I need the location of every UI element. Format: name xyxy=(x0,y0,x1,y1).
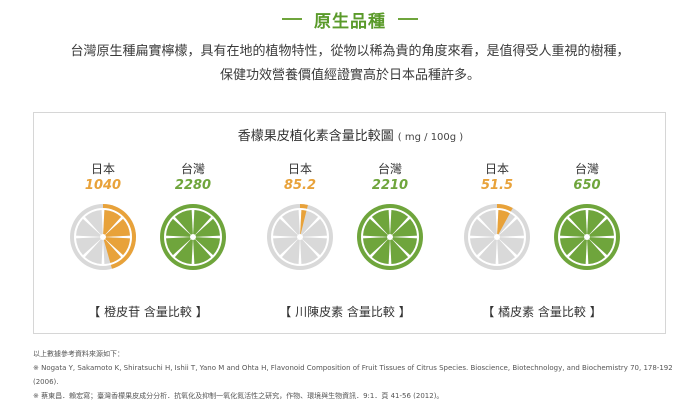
lemon-segment xyxy=(281,210,300,237)
lemon-segment xyxy=(478,237,497,264)
value-label: 85.2 xyxy=(283,178,317,193)
country-label: 日本 xyxy=(484,162,509,176)
lemon-segment-filled xyxy=(166,237,193,256)
lemon-segment-filled xyxy=(363,237,390,256)
lemon-segment-filled xyxy=(497,210,510,237)
lemon-segment xyxy=(84,237,103,264)
intro-line-1: 台灣原生種扁實檸檬，具有在地的植物特性，從物以稀為貴的角度來看，是值得受人重視的… xyxy=(70,44,630,59)
lemon-segment-filled xyxy=(587,237,606,264)
lemon-segment xyxy=(76,237,103,256)
lemon-segment xyxy=(300,237,327,256)
lemon-segment xyxy=(281,237,300,264)
lemon-center xyxy=(100,234,106,240)
lemon-slice-pie xyxy=(357,204,423,270)
lemon-segment-filled xyxy=(371,237,390,264)
lemon-center xyxy=(584,234,590,240)
lemon-segment xyxy=(300,218,327,237)
lemon-segment-filled xyxy=(103,237,130,256)
lemon-segment-filled xyxy=(174,237,193,264)
lemon-segment-filled xyxy=(568,237,587,264)
sources: 以上數據參考資料來源如下： ※ Nogata Y, Sakamoto K, Sh… xyxy=(33,347,673,403)
lemon-center xyxy=(190,234,196,240)
title-right-line xyxy=(398,18,418,20)
lemon-segment-filled xyxy=(587,237,614,256)
lemon-segment-filled xyxy=(587,218,614,237)
lemon-slice-pie xyxy=(267,204,333,270)
lemon-slice-pie xyxy=(554,204,620,270)
value-label: 2280 xyxy=(174,178,212,193)
section-header: 原生品種 xyxy=(0,6,700,32)
lemon-segment xyxy=(470,218,497,237)
lemon-segment-filled xyxy=(103,237,122,263)
group-label: 【 橙皮苷 含量比較 】 xyxy=(88,305,208,319)
country-label: 日本 xyxy=(90,162,115,176)
lemon-chart-taiwan: 台灣 2210 xyxy=(345,161,435,275)
lemon-segment-filled xyxy=(166,218,193,237)
lemon-slice-pie xyxy=(464,204,530,270)
source-reference-2: ※ 蔡東昌．賴宏寫；臺灣香檬果皮成分分析．抗氧化及抑制一氧化氮活性之研究，作物、… xyxy=(33,392,444,400)
lemon-chart-japan: 日本 51.5 xyxy=(452,161,542,275)
lemon-segment-filled xyxy=(390,218,417,237)
lemon-segment-filled xyxy=(103,210,122,237)
lemon-segment-filled xyxy=(568,210,587,237)
lemon-segment xyxy=(478,210,497,237)
lemon-segment-filled xyxy=(390,210,409,237)
lemon-chart-japan: 日本 85.2 xyxy=(255,161,345,275)
lemon-segment xyxy=(84,210,103,237)
lemon-segment-filled xyxy=(390,237,417,256)
lemon-center xyxy=(297,234,303,240)
lemon-segment-filled xyxy=(174,210,193,237)
source-reference-1: ※ Nogata Y, Sakamoto K, Shiratsuchi H, I… xyxy=(33,364,673,386)
section-title: 原生品種 xyxy=(314,11,386,32)
chart-title-text: 香檬果皮植化素含量比較圖 xyxy=(237,129,394,144)
lemon-chart-taiwan: 台灣 650 xyxy=(542,161,632,275)
lemon-segment xyxy=(273,218,300,237)
lemon-center xyxy=(387,234,393,240)
value-label: 1040 xyxy=(84,178,122,193)
value-label: 51.5 xyxy=(480,178,514,193)
lemon-segment-filled xyxy=(103,218,130,237)
intro-line-2: 保健功效營養價值經證實高於日本品種許多。 xyxy=(219,68,480,83)
lemon-slice-pie xyxy=(70,204,136,270)
chart-panel: 香檬果皮植化素含量比較圖( mg / 100g ) 日本 1040 台灣 2280 【 … xyxy=(33,112,666,334)
lemon-segment xyxy=(300,237,319,264)
lemon-segment xyxy=(497,218,524,237)
lemon-segment-filled xyxy=(390,237,409,264)
title-left-line xyxy=(282,18,302,20)
lemon-segment-filled xyxy=(560,218,587,237)
lemon-chart-japan: 日本 1040 xyxy=(58,161,148,275)
sources-heading: 以上數據參考資料來源如下： xyxy=(33,350,124,358)
lemon-center xyxy=(494,234,500,240)
country-label: 台灣 xyxy=(180,162,205,176)
value-label: 2210 xyxy=(371,178,409,193)
value-label: 650 xyxy=(573,178,601,193)
lemon-slice-pie xyxy=(160,204,226,270)
lemon-segment-filled xyxy=(193,218,220,237)
group-label: 【 橘皮素 含量比較 】 xyxy=(482,305,602,319)
lemon-segment xyxy=(497,237,524,256)
lemon-segment-filled xyxy=(371,210,390,237)
lemon-segment-filled xyxy=(300,210,307,237)
lemon-segment xyxy=(470,237,497,256)
lemon-segment xyxy=(273,237,300,256)
country-label: 日本 xyxy=(287,162,312,176)
lemon-segment xyxy=(76,218,103,237)
group-label: 【 川陳皮素 含量比較 】 xyxy=(279,305,411,319)
lemon-segment-filled xyxy=(363,218,390,237)
lemon-segment-filled xyxy=(193,210,212,237)
lemon-segment-filled xyxy=(560,237,587,256)
lemon-segment xyxy=(497,237,516,264)
lemon-chart-taiwan: 台灣 2280 xyxy=(148,161,238,275)
lemon-segment-filled xyxy=(587,210,606,237)
country-label: 台灣 xyxy=(574,162,599,176)
intro-text: 台灣原生種扁實檸檬，具有在地的植物特性，從物以稀為貴的角度來看，是值得受人重視的… xyxy=(0,40,700,88)
lemon-segment-filled xyxy=(193,237,212,264)
chart-unit: ( mg / 100g ) xyxy=(397,132,464,143)
chart-title: 香檬果皮植化素含量比較圖( mg / 100g ) xyxy=(34,125,667,144)
lemon-segment-filled xyxy=(193,237,220,256)
country-label: 台灣 xyxy=(377,162,402,176)
